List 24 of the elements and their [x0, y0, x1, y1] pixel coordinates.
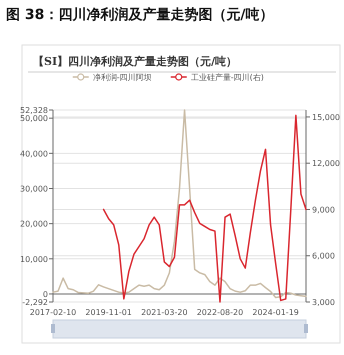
x-tick-label: 2024-01-19: [252, 308, 299, 317]
x-tick-label: 2022-08-20: [196, 308, 244, 317]
legend-label: 净利润-四川阿坝: [92, 73, 152, 82]
line-series: [102, 114, 307, 303]
legend-label: 工业硅产量-四川(右): [190, 73, 264, 82]
y-tick-label: 52,328: [20, 106, 48, 115]
x-tick-label: 2021-03-20: [141, 308, 188, 317]
y2-tick-label: 3,000: [312, 298, 335, 307]
x-tick-label: 2019-11-01: [85, 308, 132, 317]
y-tick-label: 40,000: [20, 149, 48, 158]
y2-tick-label: 15,000: [312, 112, 340, 122]
x-tick-label: 2017-02-10: [30, 308, 76, 317]
y-tick-label: 10,000: [20, 254, 48, 264]
y-tick-label: 20,000: [20, 220, 48, 229]
chart-subtitle: 【SI】四川净利润及产量走势图（元/吨）: [33, 55, 238, 68]
y2-tick-label: 12,000: [312, 159, 340, 168]
y-tick-label: 30,000: [20, 184, 48, 194]
y-tick-label: -2,292: [22, 298, 48, 307]
y2-tick-label: 9,000: [312, 205, 335, 214]
y-tick-label: 50,000: [20, 114, 48, 124]
line-series: [52, 109, 307, 298]
chart-title: 图 38：四川净利润及产量走势图（元/吨）: [6, 6, 274, 23]
y-tick-label: 0: [42, 290, 48, 299]
y2-tick-label: 6,000: [312, 252, 335, 261]
